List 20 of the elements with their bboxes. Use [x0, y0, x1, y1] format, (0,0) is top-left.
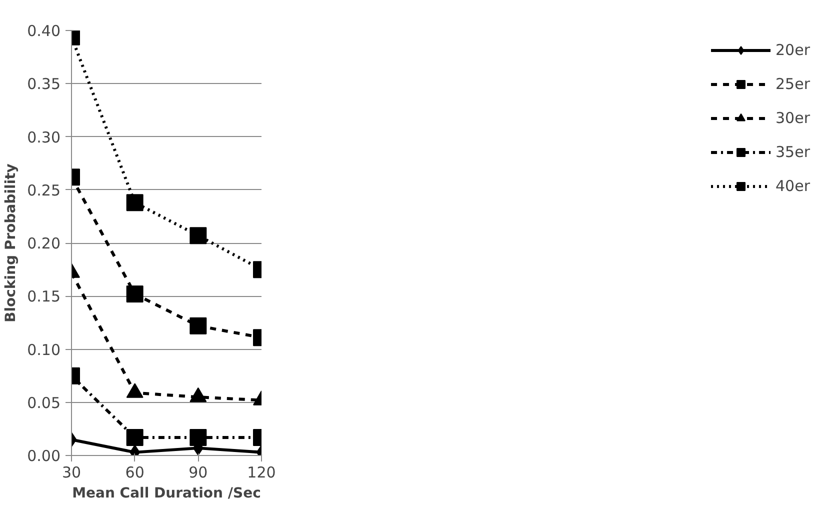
legend-label: 25er: [776, 75, 810, 93]
x-axis-title: Mean Call Duration /Sec: [72, 486, 261, 502]
y-tick-label: 0.40: [27, 22, 61, 40]
y-tick-label: 0.25: [27, 181, 61, 200]
y-tick-label: 0.15: [27, 288, 61, 306]
y-tick-label: 0.20: [27, 234, 61, 252]
y-tick-label: 0.05: [27, 394, 61, 412]
x-tick-label: 60: [125, 464, 144, 482]
y-tick-label: 0.10: [27, 340, 61, 359]
y-tick-label: 0.35: [27, 75, 61, 94]
x-tick-label: 120: [247, 464, 276, 482]
legend-label: 35er: [776, 143, 810, 161]
legend-label: 20er: [776, 41, 810, 59]
x-tick-label: 90: [188, 464, 208, 482]
legend-label: 30er: [776, 109, 810, 127]
y-axis-title: Blocking Probability: [3, 164, 20, 322]
legend-label: 40er: [776, 177, 810, 195]
y-tick-label: 0.30: [27, 128, 61, 146]
x-tick-label: 30: [62, 464, 82, 482]
y-tick-label: 0.00: [27, 447, 61, 465]
